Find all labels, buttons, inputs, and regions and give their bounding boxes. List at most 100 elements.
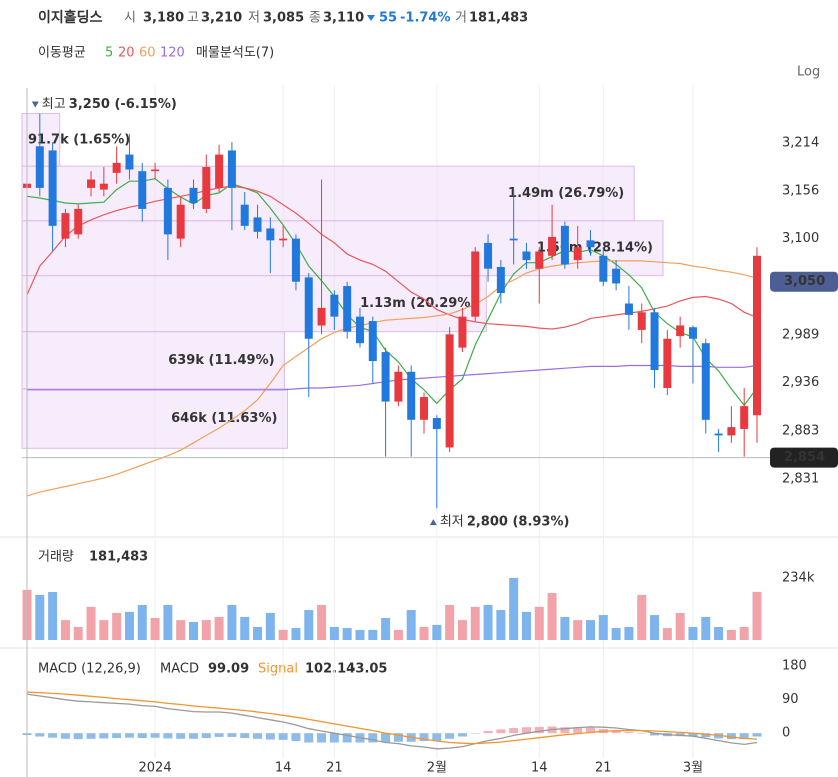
volume-value: 181,483 (469, 11, 528, 26)
candle-body (330, 294, 339, 317)
legend-item[interactable]: 60 (139, 46, 156, 61)
low-arrow (429, 519, 437, 526)
volume-bar (662, 628, 672, 640)
volume-bar (355, 629, 365, 640)
x-tick-label: 2024 (139, 761, 172, 776)
histogram-bar (265, 733, 275, 740)
scale-label[interactable]: Log (797, 65, 820, 80)
candle-body (227, 150, 236, 188)
volume-bar (99, 620, 109, 640)
candle-body (484, 242, 493, 269)
candle-body (535, 251, 544, 269)
volume-bar (406, 610, 416, 640)
macd-title: MACD (12,26,9) (38, 662, 141, 677)
candle-body (125, 154, 134, 170)
candle-body (279, 238, 288, 241)
low-label: 저 (248, 11, 260, 26)
candle-body (612, 268, 621, 284)
candle-body (637, 312, 646, 330)
candle-body (560, 225, 569, 265)
volume-current: 181,483 (89, 550, 148, 565)
candle-body (266, 228, 275, 241)
legend-item[interactable]: 20 (118, 46, 135, 61)
legend-item[interactable]: 120 (160, 46, 185, 61)
candle-body (522, 251, 531, 261)
signal-name: Signal (258, 662, 298, 677)
volume-bar (253, 627, 263, 640)
low-marker-label: 2,800 (8.93%) (467, 515, 570, 530)
change: 55 (379, 11, 397, 26)
histogram-bar (483, 730, 493, 734)
candle-body (727, 427, 736, 436)
high-marker-text: 최고 (42, 97, 66, 112)
volume-bar (240, 616, 250, 640)
candle-body (496, 266, 505, 294)
volume-bar (176, 620, 186, 640)
histogram-bar (496, 729, 506, 734)
volume-bar (470, 606, 480, 640)
histogram-bar (48, 733, 58, 738)
volume-bar (48, 591, 58, 640)
candle-body (701, 343, 710, 420)
y-tick-label: 234k (782, 570, 815, 585)
volume-bar (60, 620, 70, 640)
price-tag (770, 447, 838, 468)
high-arrow (31, 101, 39, 108)
stock-name: 이지홀딩스 (38, 9, 103, 26)
legend-title: 이동평균 (38, 46, 86, 61)
candle-body (432, 417, 441, 429)
volume-bar (86, 606, 96, 640)
histogram-bar (688, 733, 698, 737)
volume-bar (188, 621, 198, 640)
candle-body (740, 406, 749, 429)
histogram-bar (150, 733, 160, 738)
profile-bar (21, 220, 664, 277)
histogram-bar (675, 733, 685, 737)
profile-label: 1.13m (20.29%) (360, 296, 476, 311)
histogram-bar (509, 727, 519, 734)
x-tick-label: 14 (531, 761, 548, 776)
histogram-bar (521, 727, 531, 734)
histogram-bar (278, 733, 288, 740)
candle-body (240, 204, 249, 226)
volume-bar (457, 620, 467, 640)
histogram-bar (624, 732, 634, 734)
volume-bar (278, 629, 288, 640)
histogram-bar (112, 733, 122, 739)
histogram-bar (393, 733, 403, 742)
legend-item[interactable]: 매물분석도(7) (196, 46, 274, 61)
volume-bar (752, 591, 762, 640)
volume-bar (483, 604, 493, 640)
histogram-bar (253, 733, 263, 739)
low-marker-text: 최저 (440, 515, 464, 530)
y-tick-label: 3,100 (782, 231, 819, 246)
candle-body (752, 255, 761, 416)
profile-bar (21, 275, 487, 333)
y-tick-label: 180 (782, 659, 807, 674)
candle-body (343, 286, 352, 332)
candle-body (573, 247, 582, 261)
candle-body (176, 204, 185, 239)
legend-item[interactable]: 5 (105, 46, 113, 61)
high-value: 3,210 (201, 11, 242, 26)
macd-line (26, 691, 758, 745)
volume-bar (381, 617, 391, 640)
histogram-bar (368, 733, 378, 743)
histogram-bar (291, 733, 301, 742)
volume-bar (329, 627, 339, 640)
profile-bar (21, 165, 635, 222)
candle-body (74, 208, 83, 235)
close-label: 종 (309, 11, 321, 26)
candle-body (458, 316, 467, 348)
volume-bar (714, 627, 724, 640)
x-tick-label: 21 (595, 761, 612, 776)
moving-average (26, 260, 758, 497)
histogram-bar (317, 733, 327, 743)
candle-body (189, 187, 198, 204)
histogram-bar (35, 733, 45, 737)
histogram-bar (201, 733, 211, 739)
candle-body (471, 251, 480, 317)
volume-bar (112, 612, 122, 640)
